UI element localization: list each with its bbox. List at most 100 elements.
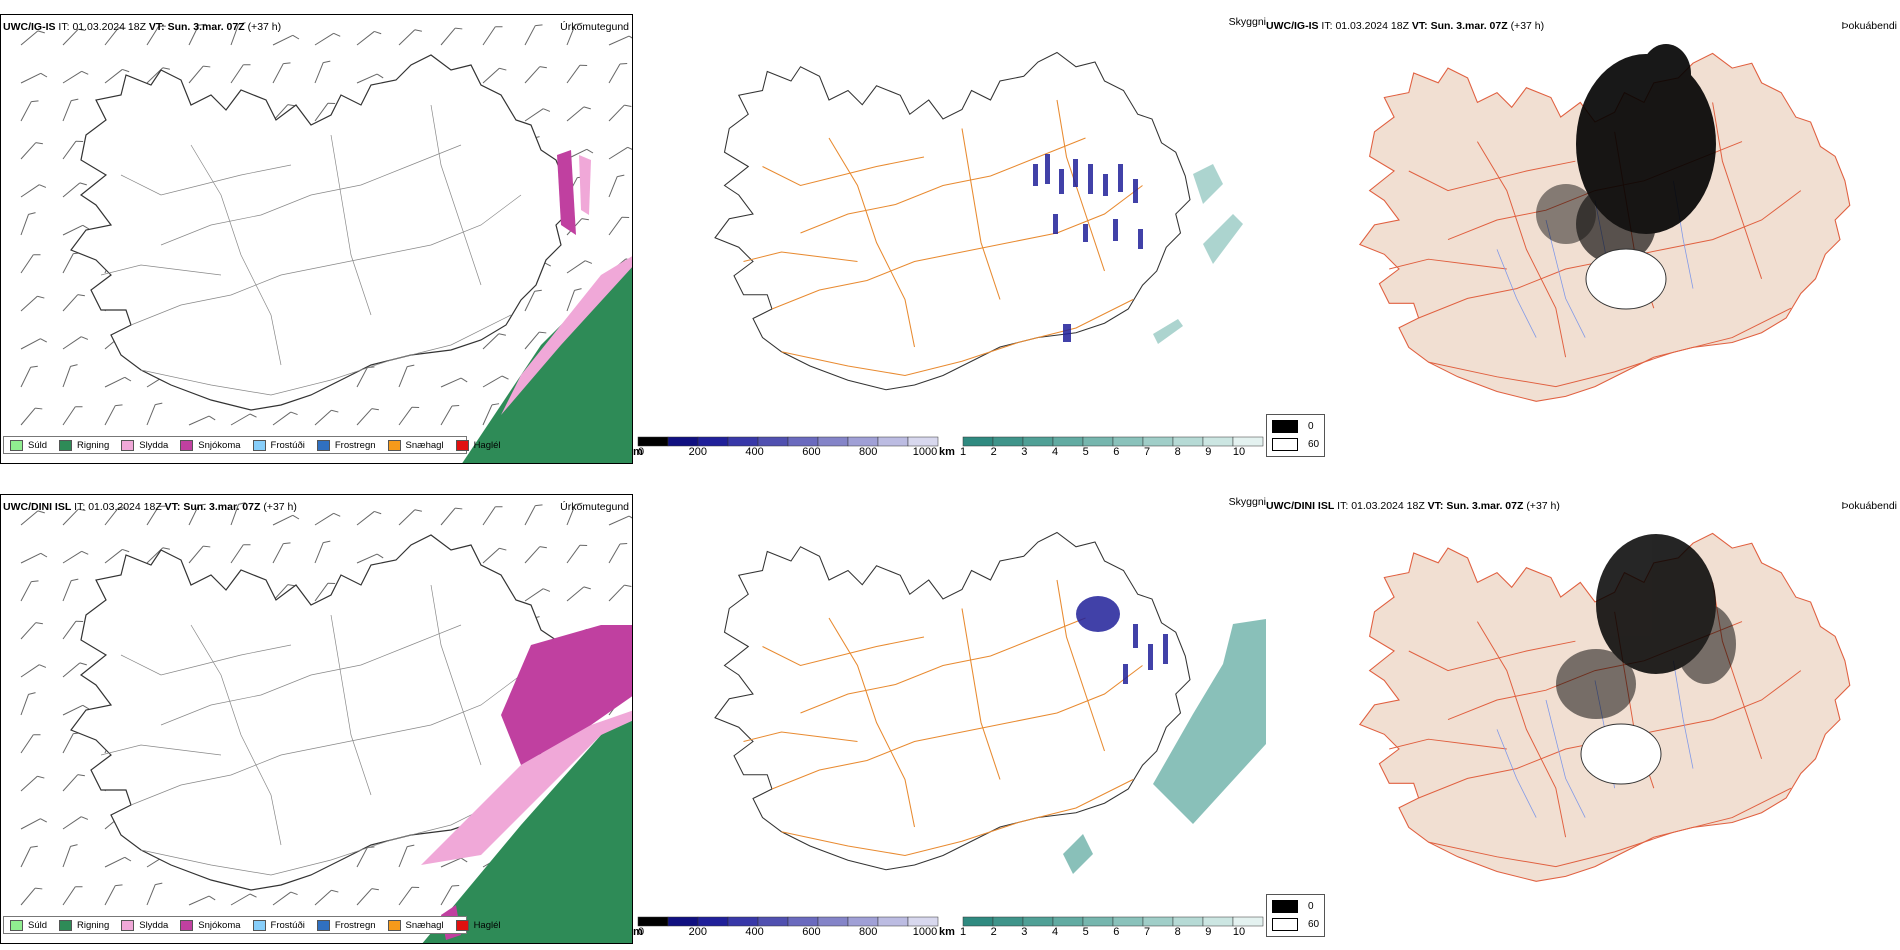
wind-barb xyxy=(146,882,163,906)
wind-barb xyxy=(62,252,81,274)
wind-barb xyxy=(20,338,48,350)
road-line xyxy=(1056,579,1105,752)
wind-barb xyxy=(104,856,132,868)
panel-name: Skyggni xyxy=(1228,496,1266,508)
colorbar-segment xyxy=(1112,436,1144,447)
road-line xyxy=(771,665,1143,790)
wind-barb xyxy=(104,507,126,526)
wind-barb xyxy=(608,104,632,122)
wind-barb xyxy=(524,24,543,46)
wind-barb xyxy=(356,553,384,564)
legend-label: 60 xyxy=(1308,439,1320,450)
wind-barb xyxy=(314,60,331,84)
wind-barb xyxy=(62,774,85,792)
colorbar-tick-label: 3 xyxy=(1021,446,1028,458)
km-visibility-area xyxy=(1063,619,1266,874)
wind-barb xyxy=(608,216,630,236)
colorbar-segment xyxy=(1142,916,1174,927)
wind-barb xyxy=(440,507,463,526)
colorbar-tick-label: 9 xyxy=(1205,926,1212,938)
wind-barb xyxy=(566,502,583,526)
wind-barb xyxy=(230,544,251,564)
wind-barb xyxy=(62,732,81,754)
legend-label: Frostúði xyxy=(270,439,305,451)
legend-swatch xyxy=(387,439,401,451)
road-line xyxy=(800,137,1086,234)
legend-swatch xyxy=(180,439,194,451)
road-line xyxy=(330,134,372,316)
legend-swatch xyxy=(1272,900,1298,913)
colorbar-tick-label: 1 xyxy=(959,446,967,458)
fog-legend-item: 0 xyxy=(1272,900,1319,913)
road-line xyxy=(120,644,292,676)
road-line xyxy=(762,156,925,187)
colorbar-segment xyxy=(1142,436,1174,447)
legend-item: Frostregn xyxy=(316,919,376,931)
road-line xyxy=(1428,307,1792,388)
wind-barb xyxy=(272,34,300,46)
wind-barb xyxy=(20,72,48,84)
fog-legend: 0 60 xyxy=(1266,414,1326,457)
wind-barb xyxy=(62,704,90,716)
panel-name: Þokuábendi xyxy=(1841,500,1897,512)
wind-barb xyxy=(188,65,211,84)
fog-legend: 0 60 xyxy=(1266,894,1326,937)
wind-barb xyxy=(398,364,415,388)
wind-barb xyxy=(20,734,41,754)
wind-barb xyxy=(314,889,339,906)
colorbar-tick-label: 2 xyxy=(990,926,997,938)
river-line xyxy=(1545,699,1586,818)
road-line xyxy=(140,314,512,396)
legend-label: Frostregn xyxy=(334,919,376,931)
colorbar-segment xyxy=(1172,916,1204,927)
wind-barb xyxy=(104,404,123,426)
colorbar-tick-label: 600 xyxy=(802,446,821,458)
wind-barb xyxy=(566,106,591,122)
colorbar-segment xyxy=(697,916,729,927)
road-line xyxy=(828,617,916,828)
colorbar-tick-label: 400 xyxy=(745,926,764,938)
wind-barb xyxy=(566,288,582,312)
wind-barb xyxy=(398,29,422,46)
colorbar-m-ticks: 0 200 400 600 800 1000 xyxy=(638,446,941,460)
wind-barb xyxy=(20,887,43,906)
wind-barb xyxy=(356,888,379,906)
colorbar-tick-label: 4 xyxy=(1051,446,1059,458)
colorbar-segment xyxy=(727,916,759,927)
legend-swatch xyxy=(455,439,469,451)
road-line xyxy=(120,164,292,196)
visibility-map-bottom xyxy=(714,531,1266,874)
road-line xyxy=(781,299,1134,377)
colorbar-segment xyxy=(847,916,879,927)
wind-barb xyxy=(272,542,291,564)
colorbar-tick-label: 10 xyxy=(1232,446,1246,458)
wind-barb xyxy=(440,27,463,46)
unit-km: km xyxy=(939,446,955,458)
colorbar-segment xyxy=(1232,916,1264,927)
legend-label: Haglél xyxy=(473,919,501,931)
colorbar-segment xyxy=(637,916,669,927)
colorbar-segment xyxy=(992,436,1024,447)
wind-barb xyxy=(482,67,507,84)
panel-title: UWC/IG-IS IT: 01.03.2024 18Z VT: Sun. 3.… xyxy=(1266,20,1545,32)
panel-name: Úrkomutegund xyxy=(560,21,629,33)
legend-item: Frostúði xyxy=(252,439,305,451)
wind-barb xyxy=(62,98,79,122)
road-line xyxy=(430,104,482,286)
wind-barb xyxy=(62,816,89,830)
wind-barb xyxy=(314,582,336,602)
road-line xyxy=(1389,258,1507,270)
glacier-area xyxy=(1585,248,1667,310)
legend-item: Snjókoma xyxy=(180,439,241,451)
panel-title: UWC/IG-IS IT: 01.03.2024 18Z VT: Sun. 3.… xyxy=(3,21,282,33)
wind-barb xyxy=(356,73,384,84)
legend-item: Frostúði xyxy=(252,919,305,931)
road-line xyxy=(961,128,1001,300)
colorbar-segment xyxy=(1112,916,1144,927)
visibility-colorbar-km xyxy=(962,436,1264,447)
legend-swatch xyxy=(180,919,194,931)
legend-item: Slydda xyxy=(121,919,168,931)
colorbar-segment xyxy=(962,916,994,927)
wind-barb xyxy=(272,891,298,906)
colorbar-segment xyxy=(1232,436,1264,447)
